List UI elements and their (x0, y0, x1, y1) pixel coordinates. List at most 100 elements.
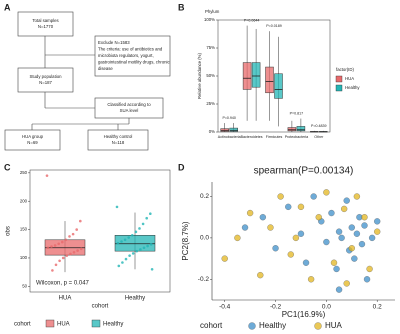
point (348, 224, 355, 231)
point (374, 218, 381, 225)
point (343, 197, 350, 204)
x-tick-label: 0.2 (373, 304, 382, 311)
y-tick-label: 25% (206, 101, 215, 106)
flow-text: HUA group (22, 134, 44, 139)
legend-title: cohort (14, 322, 31, 328)
subtitle: Phylum (205, 9, 220, 14)
box (265, 66, 274, 94)
legend-label: Healthy (259, 321, 286, 330)
jitter-point (69, 252, 72, 256)
jitter-point (121, 261, 124, 264)
x-tick-label: -0.2 (270, 304, 282, 311)
flow-text: N=187 (39, 80, 52, 85)
p-value: P=0.940 (222, 116, 236, 120)
jitter-point (117, 264, 121, 268)
point (353, 230, 361, 237)
legend-swatch (248, 322, 256, 330)
point (287, 251, 294, 258)
jitter-point (50, 245, 53, 248)
jitter-point (79, 247, 83, 251)
box (274, 73, 283, 99)
y-tick-label: 75% (206, 45, 215, 50)
jitter-point (123, 238, 127, 242)
flow-text: SUA level (120, 108, 139, 113)
jitter-point (53, 244, 57, 247)
y-tick-label: 250 (20, 170, 28, 175)
point (259, 214, 266, 221)
jitter-point (120, 240, 123, 243)
flow-box (4, 129, 61, 151)
flow-box (17, 67, 74, 93)
flow-text: microbiota regulators, yogurt, (98, 53, 154, 58)
flow-box (94, 35, 171, 77)
point (221, 255, 228, 262)
legend-label: HUA (325, 321, 343, 330)
chart-title: spearman(P=0.00134) (254, 166, 354, 177)
box (242, 62, 252, 90)
jitter-point (61, 256, 65, 260)
flow-text: The criteria: use of antibiotics and (98, 47, 163, 52)
x-tick-label: Bacteroidetes (241, 135, 263, 139)
point (241, 224, 249, 231)
legend-title: factor(ID) (336, 67, 354, 72)
point (341, 205, 348, 213)
p-value: P=0.817 (290, 112, 304, 116)
point (361, 214, 368, 221)
jitter-point (76, 249, 79, 252)
x-tick-label: Other (314, 135, 324, 139)
point (246, 209, 254, 217)
jitter-point (58, 259, 61, 263)
y-tick-label: 0.2 (200, 193, 209, 200)
jitter-point (127, 236, 130, 239)
y-axis-title: obs (6, 226, 12, 236)
y-tick-label: 200 (20, 198, 28, 203)
y-tick-label: 100% (204, 17, 215, 22)
point (257, 272, 264, 279)
legend-label: HUA (57, 322, 70, 328)
jitter-point (68, 235, 71, 238)
plot-frame (29, 169, 171, 293)
x-tick-label: -0.4 (219, 304, 231, 311)
jitter-point (51, 269, 54, 272)
y-axis-title: PC2(8.7%) (181, 221, 190, 260)
point (374, 228, 381, 235)
box (251, 62, 261, 88)
y-tick-label: 0.0 (200, 235, 209, 242)
flow-text: N=69 (27, 140, 38, 145)
point (358, 240, 366, 248)
flow-text: Study population (29, 74, 62, 79)
point (353, 193, 361, 200)
y-axis-title: Relative abundance (%) (197, 53, 202, 99)
jitter-point (145, 216, 148, 220)
jitter-point (138, 227, 141, 230)
y-tick-label: 100 (20, 255, 28, 260)
flow-text: Exclude N=1583 (98, 40, 130, 45)
panel-label: A (4, 2, 11, 12)
x-tick-label: Proteobacteria (285, 135, 308, 139)
point (361, 222, 368, 229)
jitter-point (75, 228, 78, 231)
x-tick-label: 0.0 (322, 304, 331, 311)
flow-text: gastrointestinal motility drugs, chronic (98, 60, 170, 65)
point (267, 224, 274, 231)
flow-text: Classified according to (107, 102, 151, 107)
legend-label: Healthy (345, 85, 360, 90)
point (338, 234, 345, 242)
legend-swatch (335, 84, 343, 92)
p-value: P=0.4839 (311, 124, 327, 128)
point (323, 189, 330, 196)
panel-label: B (178, 2, 185, 12)
flow-text: Total samples (32, 18, 58, 23)
point (277, 193, 284, 200)
jitter-point (54, 263, 58, 267)
p-value: P=0.0189 (266, 24, 282, 28)
point (330, 259, 338, 266)
jitter-point (134, 230, 138, 234)
jitter-point (150, 268, 154, 271)
point (234, 234, 241, 242)
flow-text: N=118 (112, 140, 125, 145)
box (114, 235, 156, 252)
flow-text: N=1770 (38, 24, 54, 29)
jitter-point (146, 244, 149, 248)
jitter-point (141, 222, 145, 226)
